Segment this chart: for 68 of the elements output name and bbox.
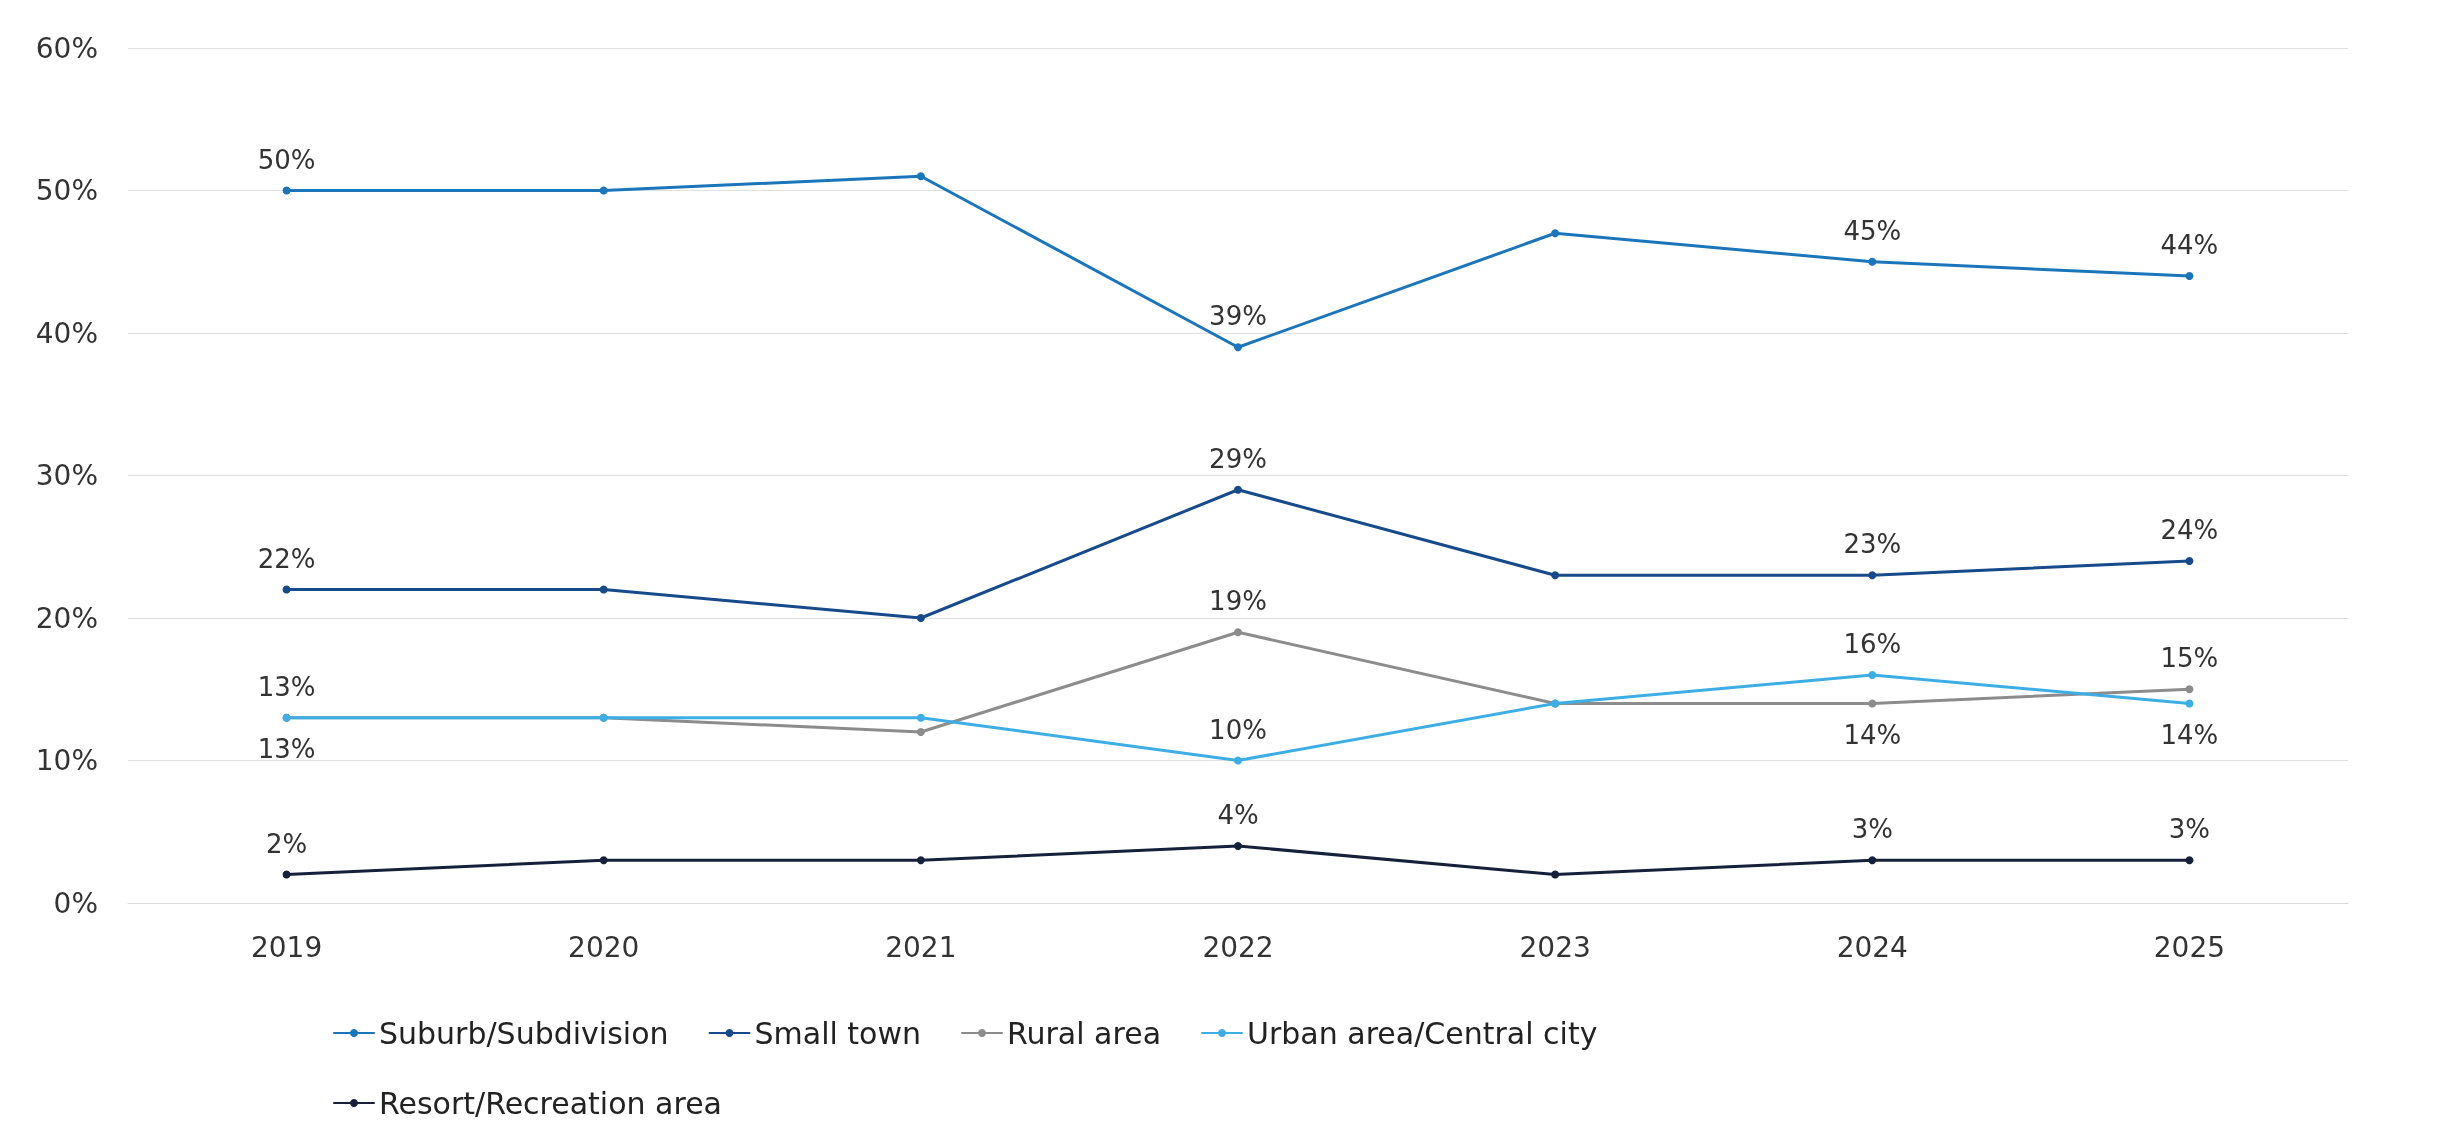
data-label: 16% <box>1843 629 1902 659</box>
data-label: 39% <box>1209 301 1267 332</box>
legend-label: Suburb/Subdivision <box>379 1015 669 1051</box>
point <box>1551 229 1560 238</box>
point <box>282 870 291 879</box>
x-tick-label: 2024 <box>1836 930 1908 964</box>
data-label: 14% <box>1843 719 1902 750</box>
data-label: 2% <box>265 828 308 859</box>
point <box>916 728 925 736</box>
point <box>1234 842 1242 850</box>
x-tick-label: 2022 <box>1202 930 1274 964</box>
point <box>916 614 925 622</box>
point <box>1234 343 1242 352</box>
data-label: 14% <box>2160 719 2219 750</box>
data-label: 13% <box>257 671 316 702</box>
point <box>916 856 925 865</box>
y-tick-label: 50% <box>35 174 98 207</box>
point <box>599 186 608 195</box>
data-label: 4% <box>1217 800 1259 830</box>
x-tick-label: 2023 <box>1519 930 1591 964</box>
point <box>282 186 291 195</box>
point <box>599 585 608 594</box>
y-tick-label: 20% <box>35 601 98 635</box>
data-label: 22% <box>257 543 316 574</box>
y-tick-label: 0% <box>53 886 98 920</box>
point <box>599 856 608 865</box>
data-label: 23% <box>1843 529 1902 560</box>
legend-label: Resort/Recreation area <box>379 1085 723 1121</box>
point <box>1868 257 1877 266</box>
x-tick-label: 2019 <box>250 930 323 964</box>
data-label: 24% <box>2160 515 2219 545</box>
point <box>1234 628 1242 637</box>
data-label: 15% <box>2160 643 2219 674</box>
data-label: 29% <box>1209 443 1267 474</box>
legend-label: Urban area/Central city <box>1247 1015 1598 1051</box>
point <box>916 713 925 722</box>
point <box>1234 756 1242 765</box>
y-tick-label: 10% <box>35 744 98 777</box>
y-tick-label: 40% <box>35 316 98 350</box>
point <box>916 172 925 181</box>
point <box>2185 699 2194 708</box>
y-tick-label: 60% <box>35 31 98 65</box>
point <box>1868 571 1877 580</box>
data-label: 50% <box>257 144 316 175</box>
data-label: 13% <box>257 733 316 764</box>
point <box>1551 870 1560 879</box>
data-label: 45% <box>1843 215 1902 246</box>
x-tick-label: 2021 <box>885 930 957 964</box>
point <box>2185 557 2194 565</box>
point <box>282 585 291 594</box>
point <box>2185 272 2194 280</box>
data-label: 3% <box>2168 814 2211 845</box>
data-label: 44% <box>2160 230 2219 260</box>
legend-label: Small town <box>754 1015 922 1051</box>
x-tick-label: 2025 <box>2153 930 2226 964</box>
point <box>2185 856 2194 865</box>
point <box>2185 685 2194 694</box>
x-tick-label: 2020 <box>568 930 640 964</box>
point <box>1868 856 1877 865</box>
y-tick-label: 30% <box>35 459 98 492</box>
point <box>1551 571 1560 580</box>
point <box>1868 671 1877 679</box>
data-label: 3% <box>1851 814 1893 845</box>
data-label: 19% <box>1209 586 1267 617</box>
point <box>1868 699 1877 708</box>
point <box>1234 485 1242 494</box>
data-label: 10% <box>1209 714 1267 745</box>
legend-label: Rural area <box>1007 1015 1162 1051</box>
